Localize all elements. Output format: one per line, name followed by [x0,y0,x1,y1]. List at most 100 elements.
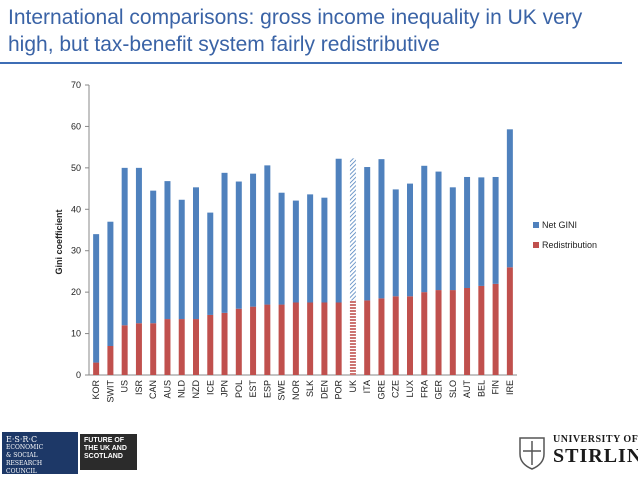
bar-redistribution-aut [464,288,471,375]
y-tick-label: 20 [71,287,81,297]
bar-redistribution-fin [492,283,499,375]
bar-net-gini-fin [492,176,499,284]
x-tick-label: AUT [462,379,472,398]
x-tick-label: AUS [162,380,172,399]
x-tick-label: FIN [491,380,501,395]
legend-label-redistribution: Redistribution [542,240,597,250]
y-tick-label: 30 [71,246,81,256]
bar-net-gini-swe [278,192,285,305]
future-of-uk-and-scotland-logo [80,434,137,470]
bar-net-gini-bel [478,177,485,286]
bar-redistribution-por [335,302,342,375]
bar-redistribution-lux [407,296,413,375]
stirling-logo-line1: UNIVERSITY OF [553,434,638,445]
bar-redistribution-nzd [193,319,199,375]
future-logo-line: THE UK AND [84,445,127,452]
future-logo-line: FUTURE OF [84,437,125,444]
x-tick-label: ESP [262,380,272,398]
x-tick-label: NLD [177,380,187,399]
bar-redistribution-den [321,302,328,375]
x-tick-label: DEN [319,380,329,399]
university-of-stirling-logo: UNIVERSITY OF STIRLING [553,434,638,467]
bar-net-gini-swit [107,221,114,346]
bar-redistribution-est [250,306,257,375]
x-tick-label: ITA [362,380,372,393]
bar-net-gini-ire [506,129,513,268]
bar-redistribution-ita [364,300,371,375]
x-tick-label: US [120,380,130,393]
slide-title: International comparisons: gross income … [8,6,583,56]
bar-redistribution-ger [435,290,442,375]
bar-redistribution-slo [449,290,456,375]
university-crest-icon [519,437,545,470]
bar-net-gini-slo [449,187,456,291]
bar-net-gini-aus [164,181,171,320]
bar-redistribution-isr [135,323,142,375]
y-tick-label: 50 [71,163,81,173]
bar-net-gini-est [250,173,257,307]
bar-redistribution-gre [378,298,385,375]
x-tick-label: GER [434,380,444,400]
y-tick-label: 70 [71,80,81,90]
x-tick-label: KOR [91,380,101,400]
esrc-logo-line: RESEARCH [6,460,43,467]
bar-net-gini-jpn [221,172,228,313]
bar-redistribution-bel [478,285,485,375]
bar-redistribution-can [150,323,157,375]
title-divider [0,62,622,64]
legend-swatch-redistribution [533,242,539,248]
bar-redistribution-nld [178,319,185,375]
bar-redistribution-pol [235,308,242,375]
x-tick-label: LUX [405,380,415,398]
bar-redistribution-esp [264,304,271,375]
bar-net-gini-ger [435,171,442,291]
bar-redistribution-ice [207,314,214,375]
bar-net-gini-nor [292,200,299,303]
x-tick-label: SWE [277,380,287,401]
bar-redistribution-us [121,325,128,375]
x-tick-label: FRA [419,380,429,398]
bar-net-gini-can [150,190,157,324]
bar-redistribution-jpn [221,312,228,375]
stirling-logo-line2: STIRLING [553,445,638,467]
y-axis: 0 10 20 30 40 50 60 70 [71,80,517,380]
x-tick-label: GRE [376,380,386,400]
esrc-logo-line: E·S·R·C [6,435,38,444]
bar-net-gini-den [321,197,328,303]
x-tick-label: EST [248,380,258,398]
legend-swatch-net-gini [533,222,539,228]
bar-net-gini-aut [464,176,471,288]
x-tick-label: UK [348,380,358,393]
future-logo-line: SCOTLAND [84,453,123,460]
x-tick-label: CZE [391,380,401,398]
bar-net-gini-cze [392,189,399,297]
legend: Net GINI Redistribution [533,220,597,250]
bar-net-gini-nld [178,199,185,320]
bar-net-gini-lux [407,183,413,297]
bar-net-gini-esp [264,165,271,305]
bar-net-gini-kor [93,234,100,363]
x-tick-label: NOR [291,380,301,401]
bar-redistribution-aus [164,319,171,375]
x-tick-label: SLK [305,380,315,397]
bar-net-gini-slk [307,194,314,303]
bar-redistribution-slk [307,302,314,375]
x-tick-label: ICE [205,380,215,395]
esrc-logo-line: COUNCIL [6,468,37,475]
bars [93,129,513,375]
y-axis-title: Gini coefficient [54,209,64,274]
x-tick-label: SLO [448,380,458,398]
bar-net-gini-pol [235,181,242,309]
x-tick-label: BEL [476,380,486,397]
x-tick-label: NZD [191,380,201,399]
bar-redistribution-nor [292,302,299,375]
bar-net-gini-ita [364,167,371,301]
bar-net-gini-ice [207,212,214,315]
bar-net-gini-nzd [193,187,199,320]
bar-redistribution-swit [107,346,114,375]
esrc-logo [2,432,78,474]
legend-label-net-gini: Net GINI [542,220,577,230]
bar-redistribution-swe [278,304,285,375]
bar-redistribution-kor [93,362,100,375]
bar-net-gini-por [335,158,342,303]
